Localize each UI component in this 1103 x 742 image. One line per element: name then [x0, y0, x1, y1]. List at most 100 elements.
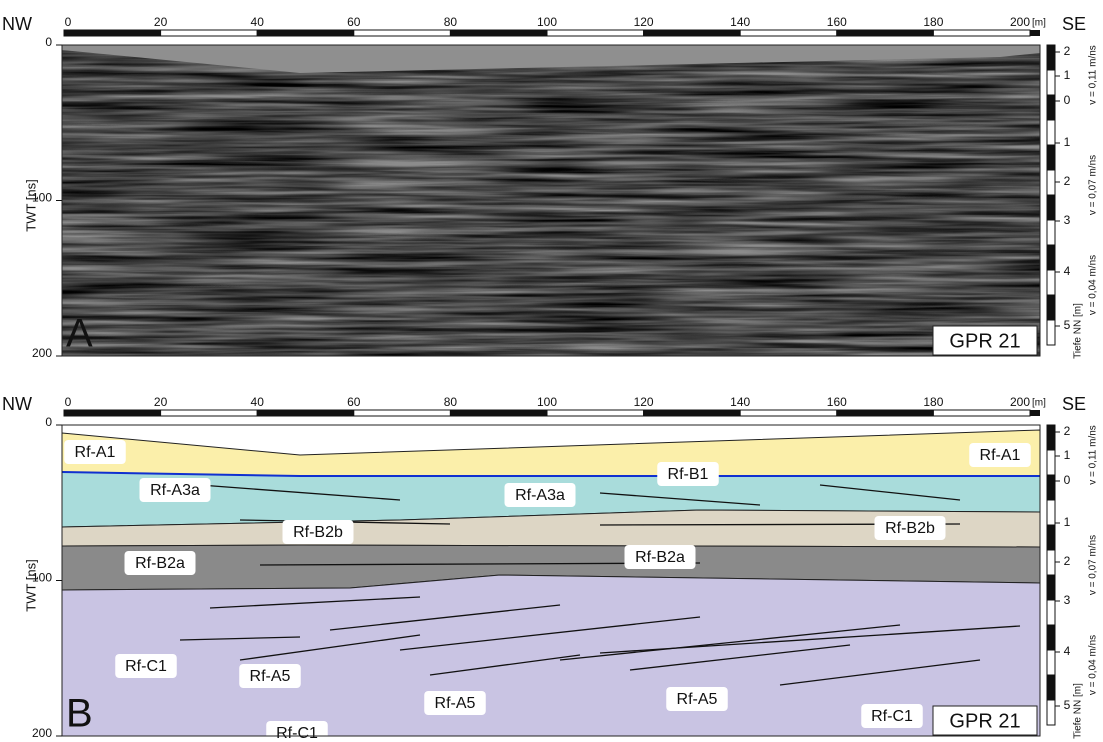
velocity-label: v = 0,11 m/ns	[1088, 45, 1099, 105]
depth-segment	[1047, 145, 1055, 170]
depth-segment	[1047, 70, 1055, 95]
unit-label: Rf-A5	[677, 691, 718, 708]
depth-tick-label: 1	[1064, 68, 1071, 82]
left-end: NW	[2, 394, 32, 414]
scale-segment	[547, 410, 644, 416]
x-tick-label: 120	[634, 15, 654, 29]
radargram	[62, 45, 1040, 356]
depth-segment	[1047, 675, 1055, 700]
x-tick-label: 0	[65, 395, 72, 409]
x-tick-label: 160	[827, 395, 847, 409]
x-tick-label: 140	[730, 395, 750, 409]
depth-segment	[1047, 120, 1055, 145]
layer	[62, 430, 1040, 476]
depth-axis-label: Tiefe NN [m]	[1073, 683, 1084, 739]
scale-segment	[450, 410, 547, 416]
scale-segment	[450, 30, 547, 36]
y-tick-label: 200	[32, 346, 52, 360]
x-tick-label: 140	[730, 15, 750, 29]
scale-segment	[740, 30, 837, 36]
depth-segment	[1047, 295, 1055, 320]
scale-segment	[161, 410, 258, 416]
scale-segment	[257, 410, 354, 416]
right-end: SE	[1062, 14, 1086, 34]
depth-segment	[1047, 575, 1055, 600]
scale-segment	[547, 30, 644, 36]
scale-segment	[933, 410, 1030, 416]
x-unit: [m]	[1032, 18, 1046, 29]
velocity-label: v = 0,04 m/ns	[1088, 635, 1099, 695]
scale-end	[1030, 410, 1040, 416]
x-tick-label: 100	[537, 15, 557, 29]
x-tick-label: 40	[251, 395, 265, 409]
depth-segment	[1047, 170, 1055, 195]
depth-segment	[1047, 600, 1055, 625]
depth-segment	[1047, 270, 1055, 295]
depth-tick-label: 2	[1064, 44, 1071, 58]
scale-segment	[354, 30, 451, 36]
depth-tick-label: 1	[1064, 448, 1071, 462]
profile-label: GPR 21	[949, 710, 1020, 732]
x-tick-label: 100	[537, 395, 557, 409]
x-tick-label: 60	[347, 395, 361, 409]
depth-segment	[1047, 450, 1055, 475]
x-tick-label: 20	[154, 395, 168, 409]
x-tick-label: 20	[154, 15, 168, 29]
depth-segment	[1047, 245, 1055, 270]
scale-segment	[644, 30, 741, 36]
depth-tick-label: 5	[1064, 318, 1071, 332]
velocity-label: v = 0,07 m/ns	[1088, 155, 1099, 215]
y-axis-label: TWT [ns]	[23, 559, 38, 611]
y-tick-label: 200	[32, 726, 52, 740]
unit-label: Rf-C1	[871, 708, 913, 725]
unit-label: Rf-A5	[435, 695, 476, 712]
scale-segment	[740, 410, 837, 416]
x-tick-label: 0	[65, 15, 72, 29]
depth-segment	[1047, 95, 1055, 120]
depth-tick-label: 2	[1064, 174, 1071, 188]
unit-label: Rf-B1	[668, 466, 709, 483]
unit-label: Rf-A3a	[150, 482, 200, 499]
depth-tick-label: 0	[1064, 93, 1071, 107]
depth-axis-label: Tiefe NN [m]	[1073, 303, 1084, 359]
depth-tick-label: 3	[1064, 213, 1071, 227]
depth-segment	[1047, 220, 1055, 245]
depth-segment	[1047, 700, 1055, 725]
panel-letter: B	[66, 692, 93, 736]
x-tick-label: 180	[923, 395, 943, 409]
depth-tick-label: 2	[1064, 554, 1071, 568]
depth-segment	[1047, 475, 1055, 500]
depth-tick-label: 1	[1064, 515, 1071, 529]
x-tick-label: 200	[1010, 15, 1030, 29]
unit-label: Rf-B2b	[293, 524, 343, 541]
unit-label: Rf-A1	[75, 444, 116, 461]
depth-segment	[1047, 320, 1055, 345]
scale-segment	[354, 410, 451, 416]
scale-end	[1030, 30, 1040, 36]
y-axis-label: TWT [ns]	[23, 179, 38, 231]
depth-segment	[1047, 500, 1055, 525]
x-tick-label: 160	[827, 15, 847, 29]
x-unit: [m]	[1032, 398, 1046, 409]
unit-label: Rf-C1	[276, 725, 318, 742]
x-tick-label: 200	[1010, 395, 1030, 409]
scale-segment	[837, 30, 934, 36]
x-tick-label: 180	[923, 15, 943, 29]
depth-segment	[1047, 650, 1055, 675]
depth-segment	[1047, 45, 1055, 70]
depth-segment	[1047, 525, 1055, 550]
x-tick-label: 60	[347, 15, 361, 29]
velocity-label: v = 0,11 m/ns	[1088, 425, 1099, 485]
depth-tick-label: 4	[1064, 644, 1071, 658]
depth-segment	[1047, 625, 1055, 650]
panel-letter: A	[66, 312, 93, 356]
x-tick-label: 80	[444, 395, 458, 409]
y-tick-label: 0	[45, 35, 52, 49]
scale-segment	[257, 30, 354, 36]
depth-tick-label: 4	[1064, 264, 1071, 278]
unit-label: Rf-B2b	[885, 520, 935, 537]
unit-label: Rf-A3a	[515, 487, 565, 504]
depth-tick-label: 3	[1064, 593, 1071, 607]
scale-segment	[644, 410, 741, 416]
unit-label: Rf-C1	[125, 658, 167, 675]
